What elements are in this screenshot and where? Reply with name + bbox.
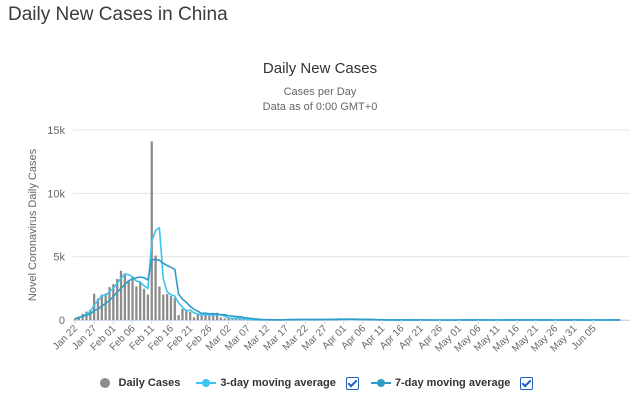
legend-3-day-average-label: 3-day moving average	[220, 377, 336, 389]
bar	[204, 314, 207, 320]
bar	[192, 317, 196, 320]
bar	[146, 294, 150, 320]
y-tick-label: 5k	[53, 252, 65, 264]
bar	[135, 286, 138, 320]
y-tick-label: 10k	[47, 188, 65, 200]
bar	[200, 314, 203, 320]
7-day-average-checkbox[interactable]	[520, 376, 534, 390]
bar	[123, 273, 127, 320]
bar	[119, 270, 123, 320]
bar	[158, 286, 161, 320]
bar	[150, 141, 153, 320]
chart-legend: Daily Cases 3-day moving average 7-day m…	[0, 374, 640, 392]
legend-7-day-average-symbol	[376, 379, 385, 387]
bar	[238, 318, 242, 320]
bar	[208, 315, 211, 320]
legend-daily-cases-label: Daily Cases	[118, 377, 181, 389]
bar	[169, 296, 173, 320]
bar	[131, 277, 134, 320]
legend-item-3-day-average[interactable]: 3-day moving average	[196, 377, 336, 389]
bar	[127, 280, 130, 320]
bar	[139, 282, 142, 320]
bar	[73, 318, 77, 320]
bar	[212, 314, 215, 320]
y-axis-title: Novel Coronavirus Daily Cases	[27, 148, 39, 301]
bar	[92, 293, 96, 320]
legend-item-7-day-average[interactable]: 7-day moving average	[370, 377, 511, 389]
legend-7-day-average-label: 7-day moving average	[394, 377, 511, 389]
legend-daily-cases-symbol	[99, 378, 110, 388]
legend-3-day-average-symbol	[202, 379, 211, 387]
3-day-average-checkbox[interactable]	[345, 376, 359, 390]
bar	[116, 279, 119, 320]
bar	[185, 309, 188, 320]
chart-data-date: Data as of 0:00 GMT+0	[262, 101, 378, 113]
legend-item-daily-cases[interactable]: Daily Cases	[95, 377, 181, 389]
bar	[173, 297, 176, 320]
y-tick-label: 0	[59, 315, 65, 327]
bar	[162, 294, 165, 320]
bar	[242, 319, 246, 320]
page-title: Daily New Cases in China	[8, 4, 228, 25]
bar	[219, 317, 223, 320]
bar	[108, 287, 111, 320]
bar	[177, 315, 180, 320]
bar	[196, 313, 199, 320]
bar	[165, 294, 169, 320]
bar	[100, 294, 103, 320]
y-tick-label: 15k	[47, 125, 65, 137]
bar	[223, 318, 226, 320]
bar	[227, 318, 230, 320]
bar	[142, 288, 146, 320]
bar	[215, 312, 219, 320]
series-line-7-day-average	[74, 258, 621, 321]
chart-subtitle: Cases per Day	[283, 86, 357, 98]
bar	[154, 255, 157, 320]
bar	[112, 284, 115, 320]
chart-title: Daily New Cases	[262, 60, 378, 77]
bar	[189, 311, 192, 320]
bar	[181, 308, 184, 320]
bar	[104, 293, 107, 320]
